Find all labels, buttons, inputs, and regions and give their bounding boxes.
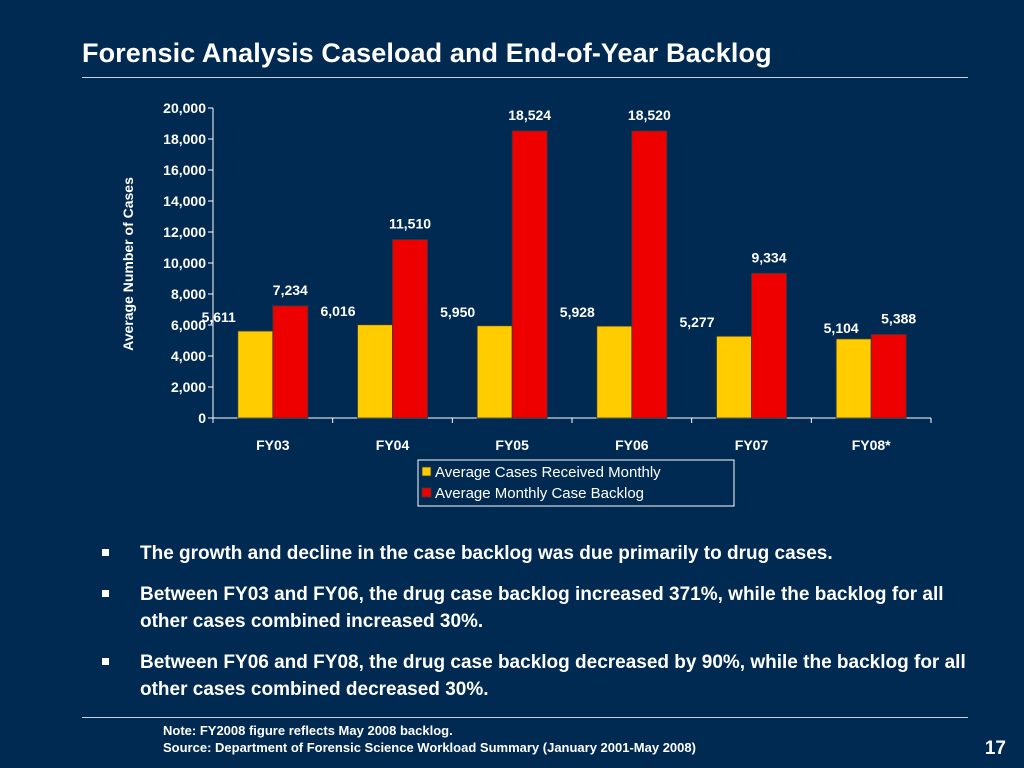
y-tick-label: 2,000: [171, 379, 206, 395]
y-tick-label: 12,000: [163, 224, 206, 240]
bullet-item: Between FY03 and FY06, the drug case bac…: [100, 581, 980, 635]
footnotes: Note: FY2008 figure reflects May 2008 ba…: [163, 722, 696, 756]
data-label-received: 5,928: [560, 304, 595, 320]
data-label-received: 5,277: [679, 314, 714, 330]
x-tick-label: FY04: [376, 437, 410, 453]
bullet-item: Between FY06 and FY08, the drug case bac…: [100, 649, 980, 703]
data-label-received: 5,950: [440, 304, 475, 320]
bullet-text: Between FY03 and FY06, the drug case bac…: [140, 584, 944, 632]
bullet-text: Between FY06 and FY08, the drug case bac…: [140, 652, 966, 700]
y-tick-label: 20,000: [163, 100, 206, 116]
legend-box: [417, 459, 735, 507]
bar-received: [476, 325, 513, 419]
note-text: Note: FY2008 figure reflects May 2008 ba…: [163, 723, 453, 738]
bar-backlog: [631, 130, 668, 419]
y-tick-label: 4,000: [171, 348, 206, 364]
x-tick-label: FY05: [495, 437, 529, 453]
y-tick-label: 14,000: [163, 193, 206, 209]
data-label-received: 5,611: [202, 309, 236, 325]
bullet-square-icon: [102, 590, 109, 597]
y-tick-label: 0: [198, 410, 206, 426]
bar-received: [716, 335, 752, 419]
x-tick-label: FY07: [735, 437, 769, 453]
bar-received: [835, 338, 872, 419]
data-label-backlog: 5,388: [881, 310, 916, 326]
bar-backlog: [511, 130, 548, 419]
y-tick-label: 6,000: [171, 317, 206, 333]
y-tick-label: 8,000: [171, 286, 206, 302]
data-label-received: 5,104: [824, 320, 859, 336]
title-divider: [82, 77, 968, 78]
page-number: 17: [984, 738, 1006, 759]
legend-label-backlog: Average Monthly Case Backlog: [435, 485, 644, 502]
x-tick-label: FY06: [615, 437, 649, 453]
y-axis-title: Average Number of Cases: [120, 177, 136, 351]
source-text: Source: Department of Forensic Science W…: [163, 740, 696, 755]
bar-backlog: [751, 272, 787, 419]
bullet-square-icon: [102, 658, 109, 665]
bullet-list: The growth and decline in the case backl…: [100, 540, 980, 717]
bar-chart: 0 2,000 4,000 6,000 8,000 10,000 12,000 14,000 1…: [120, 100, 932, 507]
x-tick-label: FY08*: [852, 437, 891, 453]
x-tick-label: FY03: [256, 437, 290, 453]
data-label-backlog: 7,234: [273, 282, 308, 298]
bar-backlog: [272, 305, 309, 419]
bar-backlog: [392, 239, 428, 419]
y-tick-label: 10,000: [163, 255, 206, 271]
data-label-backlog: 11,510: [389, 216, 431, 232]
y-tick-label: 18,000: [163, 131, 206, 147]
slide-title: Forensic Analysis Caseload and End-of-Ye…: [82, 38, 772, 68]
data-label-backlog: 9,334: [751, 249, 786, 265]
legend-label-received: Average Cases Received Monthly: [435, 464, 661, 481]
bar-backlog: [870, 334, 907, 419]
data-label-backlog: 18,520: [628, 107, 671, 123]
bar-received: [596, 325, 633, 419]
y-tick-label: 16,000: [163, 162, 206, 178]
data-label-backlog: 18,524: [508, 107, 551, 123]
bar-received: [357, 324, 393, 419]
legend-swatch-backlog: [421, 487, 432, 498]
data-label-received: 6,016: [320, 303, 355, 319]
bar-received: [237, 330, 274, 419]
bullet-item: The growth and decline in the case backl…: [100, 540, 980, 567]
bullet-text: The growth and decline in the case backl…: [140, 543, 833, 564]
legend-swatch-received: [421, 466, 432, 477]
bullet-square-icon: [102, 549, 109, 556]
footer-divider: [82, 717, 968, 718]
